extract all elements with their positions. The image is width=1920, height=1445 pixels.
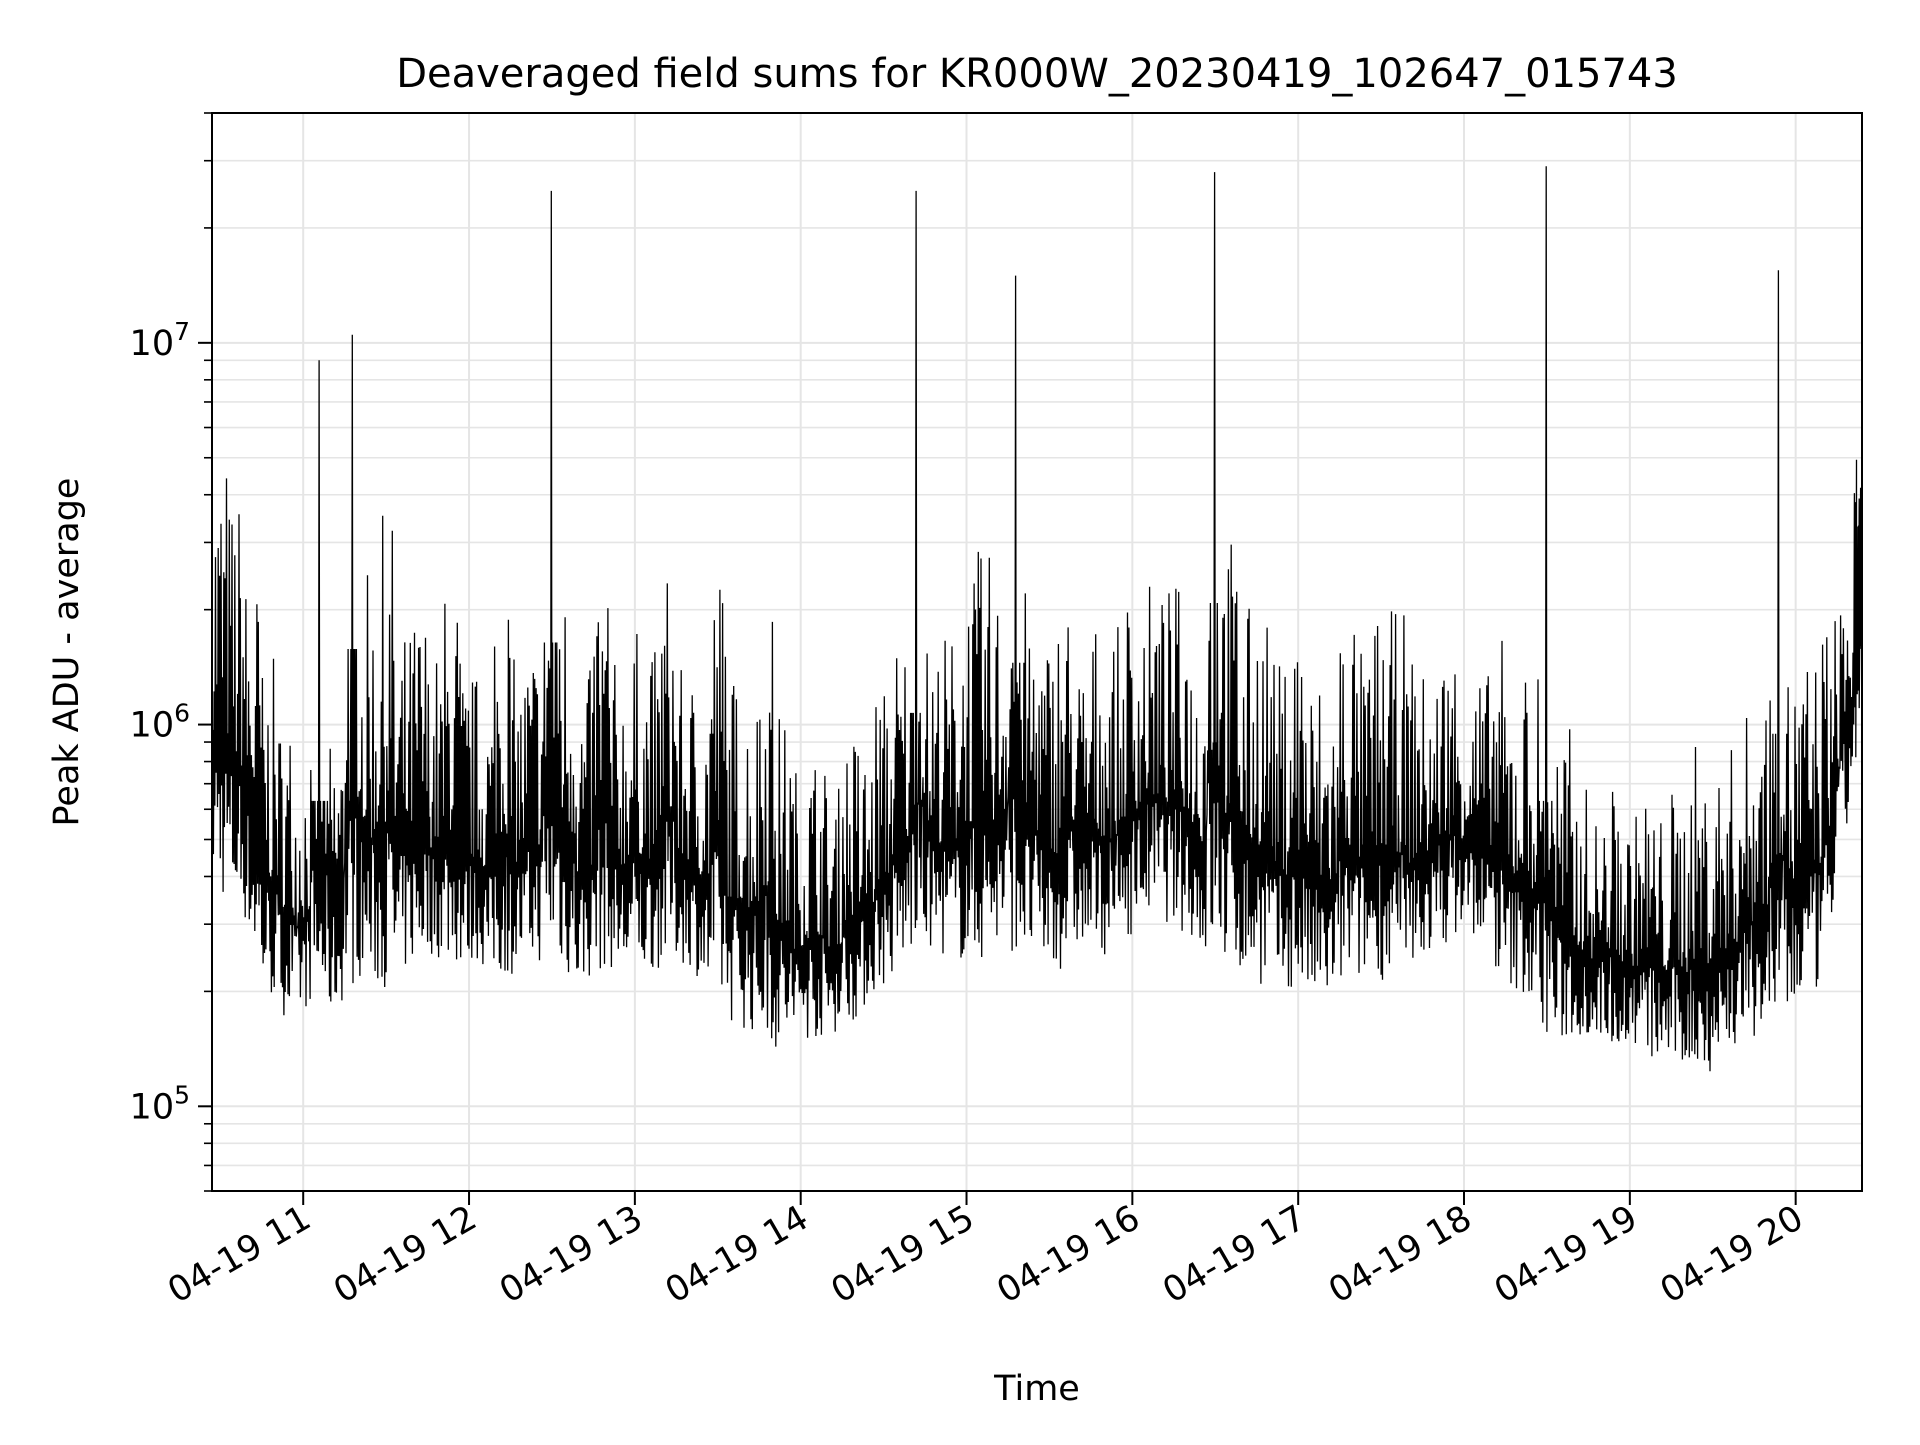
- series-layer: [211, 166, 1863, 1072]
- y-axis-label: Peak ADU - average: [47, 478, 87, 827]
- y-tick-label: 107: [130, 317, 190, 364]
- x-axis-label: Time: [993, 1369, 1080, 1409]
- y-tick-label: 106: [130, 699, 190, 746]
- plot-frame: [211, 112, 1863, 1192]
- y-tick-label: 105: [130, 1080, 190, 1127]
- series-line: [211, 166, 1863, 1072]
- chart-title: Deaveraged field sums for KR000W_2023041…: [396, 51, 1678, 97]
